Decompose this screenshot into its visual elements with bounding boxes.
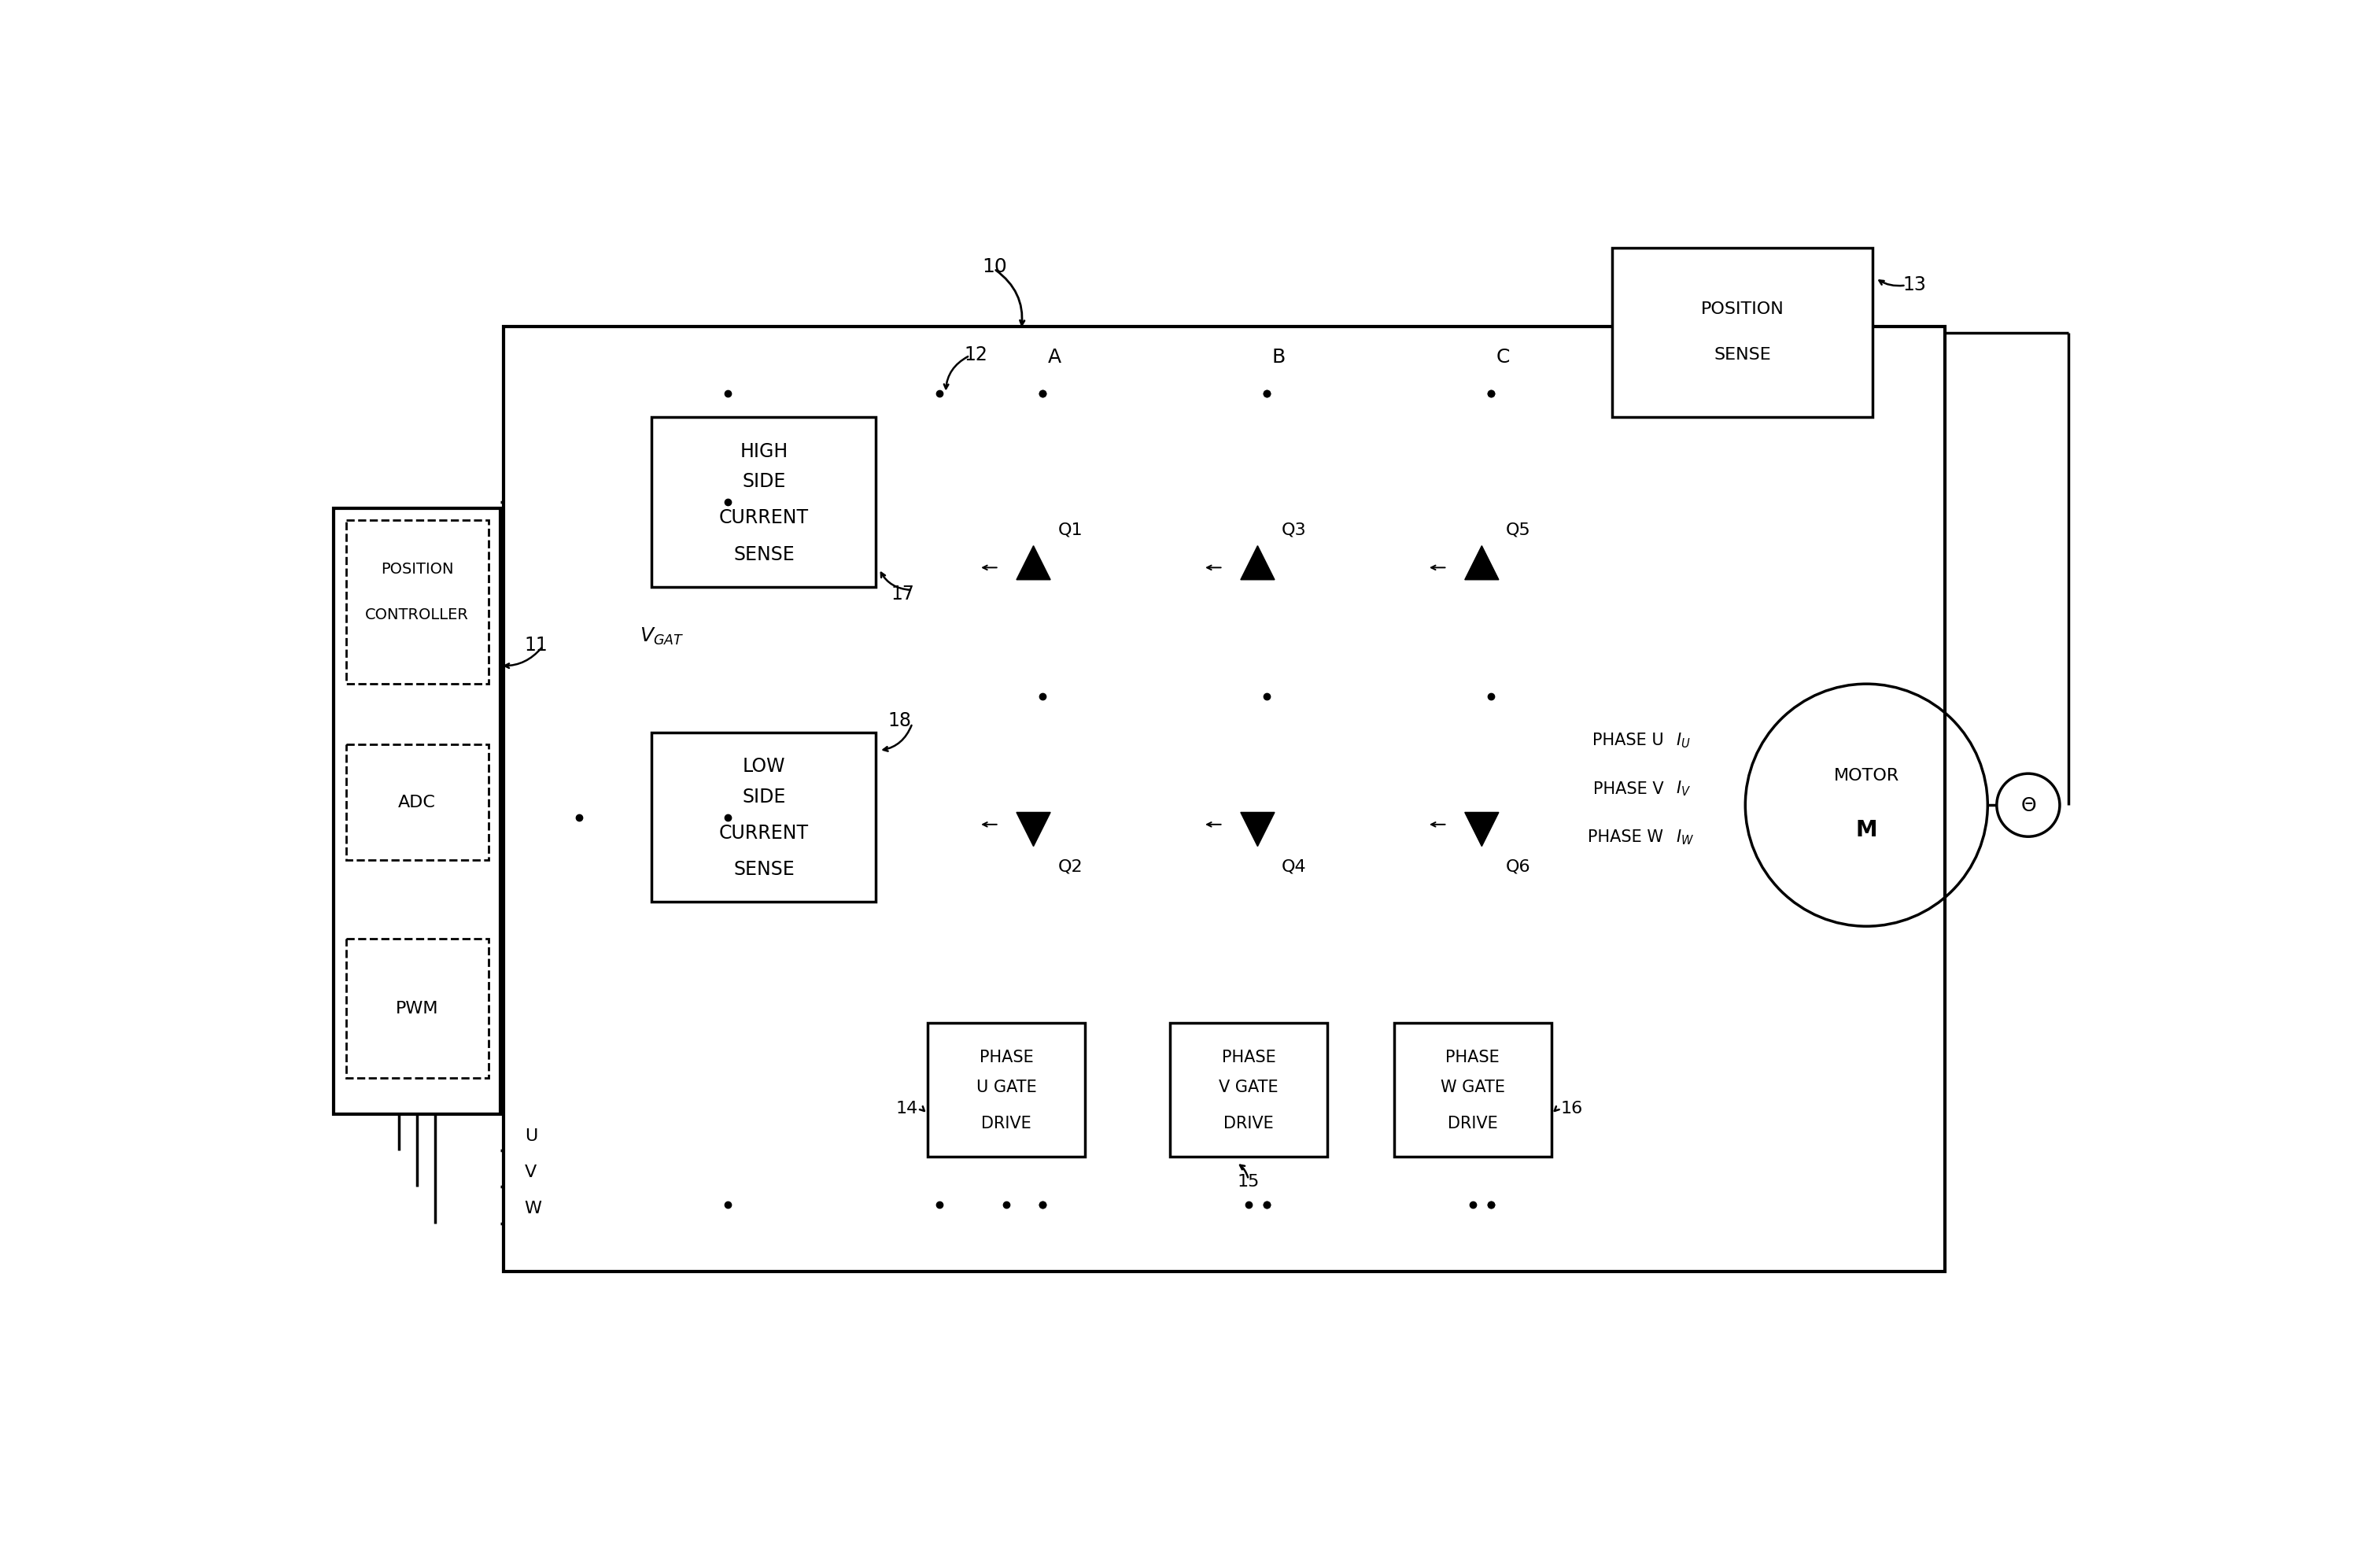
- Text: Q2: Q2: [1057, 858, 1083, 873]
- Polygon shape: [1240, 546, 1276, 581]
- Text: HIGH: HIGH: [740, 441, 788, 460]
- Bar: [652, 418, 876, 587]
- Text: 16: 16: [1561, 1100, 1583, 1116]
- Text: W GATE: W GATE: [1440, 1080, 1504, 1096]
- Text: PHASE: PHASE: [1445, 1049, 1499, 1064]
- Text: V GATE: V GATE: [1219, 1080, 1278, 1096]
- Polygon shape: [1240, 812, 1276, 847]
- Text: $I_V$: $I_V$: [1676, 779, 1690, 798]
- Text: Q4: Q4: [1283, 858, 1307, 873]
- Text: U GATE: U GATE: [976, 1080, 1035, 1096]
- Text: POSITION: POSITION: [1702, 300, 1785, 316]
- Text: CURRENT: CURRENT: [719, 823, 809, 842]
- Text: DRIVE: DRIVE: [981, 1116, 1031, 1131]
- Text: PHASE W: PHASE W: [1587, 829, 1664, 845]
- Text: SENSE: SENSE: [1714, 346, 1771, 362]
- Text: SENSE: SENSE: [733, 545, 795, 563]
- Text: A: A: [1047, 347, 1061, 366]
- Text: C: C: [1497, 347, 1509, 366]
- Text: 15: 15: [1238, 1174, 1259, 1189]
- Text: 17: 17: [890, 584, 914, 603]
- Polygon shape: [1464, 546, 1499, 581]
- Text: SIDE: SIDE: [743, 787, 785, 806]
- Polygon shape: [1016, 546, 1050, 581]
- Text: $V_{GAT}$: $V_{GAT}$: [640, 626, 683, 646]
- Text: 14: 14: [897, 1100, 919, 1116]
- Text: MOTOR: MOTOR: [1833, 767, 1899, 782]
- Text: Q3: Q3: [1283, 523, 1307, 538]
- Text: 13: 13: [1904, 275, 1925, 294]
- Text: SIDE: SIDE: [743, 473, 785, 491]
- Text: Q1: Q1: [1057, 523, 1083, 538]
- Text: PWM: PWM: [395, 1000, 438, 1016]
- Polygon shape: [1016, 812, 1050, 847]
- Text: DRIVE: DRIVE: [1447, 1116, 1497, 1131]
- Text: LOW: LOW: [743, 756, 785, 776]
- Text: PHASE: PHASE: [978, 1049, 1033, 1064]
- Text: $I_W$: $I_W$: [1676, 828, 1695, 847]
- Text: DRIVE: DRIVE: [1223, 1116, 1273, 1131]
- Bar: [1611, 249, 1873, 418]
- Text: 18: 18: [888, 711, 912, 731]
- Text: SENSE: SENSE: [733, 859, 795, 878]
- Bar: [345, 745, 488, 859]
- Text: ADC: ADC: [397, 795, 436, 811]
- Text: 10: 10: [983, 257, 1007, 275]
- Text: Q5: Q5: [1507, 523, 1530, 538]
- Bar: [505, 327, 1944, 1272]
- Text: B: B: [1271, 347, 1285, 366]
- Bar: [345, 521, 488, 684]
- Text: Q6: Q6: [1507, 858, 1530, 873]
- Bar: [1395, 1024, 1552, 1157]
- Bar: [345, 939, 488, 1078]
- Text: U: U: [524, 1128, 538, 1144]
- Bar: [333, 509, 500, 1114]
- Text: $\Theta$: $\Theta$: [2021, 797, 2037, 815]
- Text: $I_U$: $I_U$: [1676, 731, 1690, 750]
- Text: 11: 11: [524, 635, 547, 654]
- Polygon shape: [1464, 812, 1499, 847]
- Text: PHASE U: PHASE U: [1592, 732, 1664, 748]
- Text: M: M: [1856, 818, 1878, 840]
- Text: V: V: [524, 1164, 536, 1180]
- Bar: [652, 732, 876, 903]
- Text: POSITION: POSITION: [381, 562, 455, 577]
- Text: 12: 12: [964, 344, 988, 363]
- Text: PHASE V: PHASE V: [1592, 781, 1664, 797]
- Bar: [928, 1024, 1085, 1157]
- Bar: [1171, 1024, 1328, 1157]
- Text: PHASE: PHASE: [1221, 1049, 1276, 1064]
- Text: W: W: [524, 1200, 543, 1216]
- Text: CONTROLLER: CONTROLLER: [364, 607, 469, 623]
- Text: CURRENT: CURRENT: [719, 509, 809, 527]
